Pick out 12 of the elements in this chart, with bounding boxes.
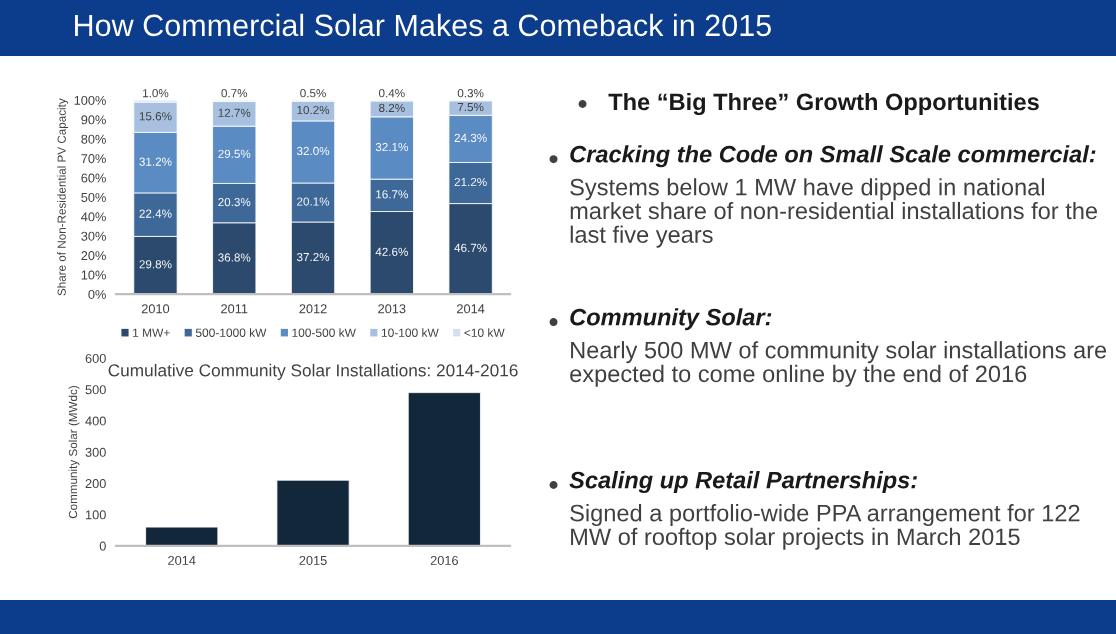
text: Signed a portfolio-wide PPA arrangement for 122 MW of rooftop solar projects in March 2015 (570, 504, 1080, 550)
text: Scaling up Retail Partnerships: (569, 471, 917, 494)
text: Systems below 1 MW have dipped in national market share of non-residential installations for the last five years (570, 178, 1098, 248)
chart-title: Cumulative Community Solar Installations: 2014-2016 (108, 363, 518, 380)
text: Nearly 500 MW of community solar installations are expected to come online by the end of 2016 (570, 341, 1107, 387)
text: Community Solar: (570, 308, 772, 331)
text: How Commercial Solar Makes a Comeback in 2015 (75, 13, 771, 37)
bar (145, 526, 219, 546)
bar (407, 392, 481, 546)
text: Cracking the Code on Small Scale commercial: (570, 145, 1096, 168)
text: The “Big Three” Growth Opportunities (608, 92, 1039, 116)
bar (276, 479, 350, 546)
